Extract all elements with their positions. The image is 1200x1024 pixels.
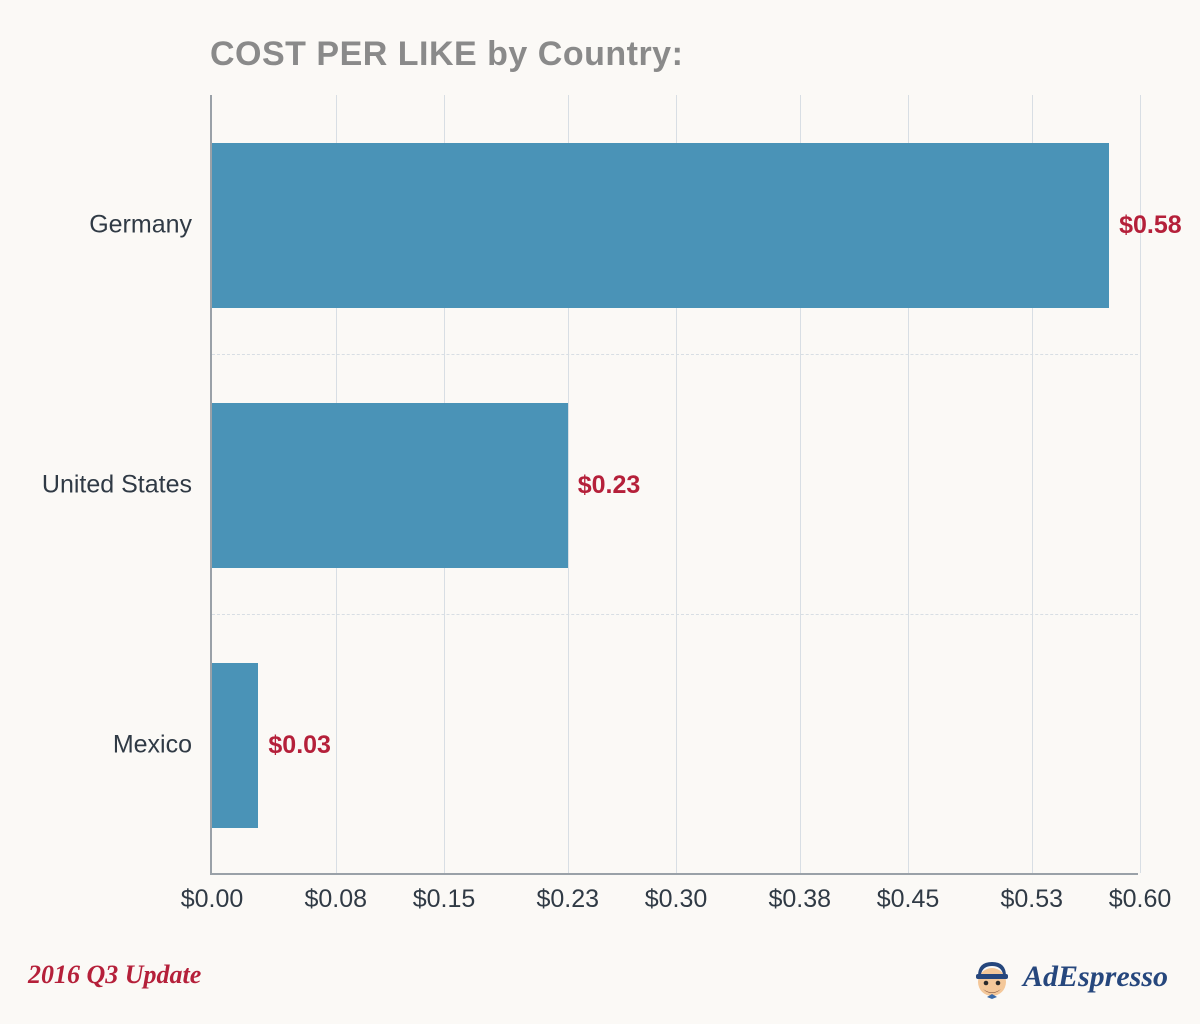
y-axis-category-label: Germany — [89, 211, 192, 240]
chart-row — [212, 615, 1138, 875]
bar-value-label: $0.23 — [578, 471, 641, 500]
x-axis-tick-label: $0.60 — [1109, 885, 1172, 914]
x-axis-tick-label: $0.23 — [536, 885, 599, 914]
x-axis-tick-label: $0.15 — [413, 885, 476, 914]
mascot-icon — [969, 954, 1015, 1000]
brand-logo: AdEspresso — [969, 954, 1168, 1000]
bar-value-label: $0.58 — [1119, 211, 1182, 240]
footer-update-text: 2016 Q3 Update — [28, 960, 201, 990]
chart-plot-area: $0.00$0.08$0.15$0.23$0.30$0.38$0.45$0.53… — [210, 95, 1138, 875]
x-axis-tick-label: $0.00 — [181, 885, 244, 914]
x-axis-tick-label: $0.30 — [645, 885, 708, 914]
y-axis-category-label: Mexico — [113, 731, 192, 760]
bar-value-label: $0.03 — [268, 731, 331, 760]
brand-text: AdEspresso — [1023, 960, 1168, 994]
bar — [212, 663, 258, 828]
chart-title: COST PER LIKE by Country: — [210, 35, 683, 74]
y-axis-category-label: United States — [42, 471, 192, 500]
x-axis-tick-label: $0.45 — [877, 885, 940, 914]
x-axis-tick-label: $0.38 — [768, 885, 831, 914]
x-axis-tick-label: $0.53 — [1000, 885, 1063, 914]
x-axis-tick-label: $0.08 — [304, 885, 367, 914]
bar — [212, 403, 568, 568]
bar — [212, 143, 1109, 308]
